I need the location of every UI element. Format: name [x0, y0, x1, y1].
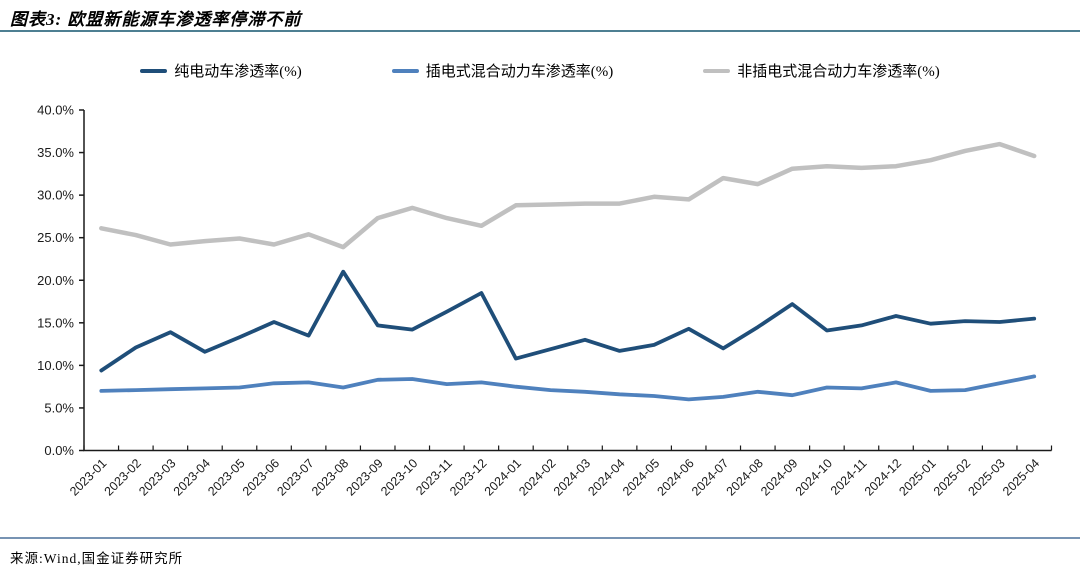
x-axis-label: 2023-11	[413, 456, 455, 498]
series-line-bev	[99, 269, 1037, 373]
x-axis-label: 2024-11	[828, 456, 870, 498]
y-axis-label: 5.0%	[44, 400, 74, 415]
legend-item-hev: 非插电式混合动力车渗透率(%)	[703, 60, 940, 81]
y-axis-label: 40.0%	[37, 103, 74, 118]
series-line-phev	[99, 374, 1037, 402]
x-axis-label: 2025-03	[965, 456, 1007, 498]
legend-line-swatch-hev	[703, 68, 731, 73]
x-axis-label: 2024-04	[585, 456, 627, 498]
x-axis-label: 2025-04	[1000, 456, 1042, 498]
x-axis-label: 2024-02	[516, 456, 558, 498]
axes-line	[83, 110, 1052, 452]
series-line-hev	[99, 141, 1037, 250]
x-axis-label: 2023-10	[378, 456, 420, 498]
x-axis-label: 2023-08	[309, 456, 351, 498]
x-axis-label: 2024-07	[689, 456, 731, 498]
footer-divider	[0, 537, 1080, 539]
legend-item-bev: 纯电动车渗透率(%)	[140, 60, 302, 81]
x-axis-label: 2024-01	[482, 456, 524, 498]
x-axis-label: 2023-09	[343, 456, 385, 498]
x-axis-label: 2024-12	[862, 456, 904, 498]
legend-item-phev: 插电式混合动力车渗透率(%)	[391, 60, 614, 81]
x-axis-label: 2024-06	[654, 456, 696, 498]
y-axis-label: 30.0%	[37, 188, 74, 203]
x-axis-label: 2024-09	[758, 456, 800, 498]
x-axis-label: 2023-04	[171, 456, 213, 498]
x-axis-label: 2024-08	[724, 456, 766, 498]
y-axis-label: 35.0%	[37, 145, 74, 160]
legend-label-phev: 插电式混合动力车渗透率(%)	[425, 64, 614, 80]
chart-title: 图表3: 欧盟新能源车渗透率停滞不前	[10, 10, 302, 29]
x-axis-label: 2023-06	[240, 456, 282, 498]
y-axis-label: 25.0%	[37, 230, 74, 245]
y-axis-label: 10.0%	[37, 358, 74, 373]
legend-label-bev: 纯电动车渗透率(%)	[174, 64, 302, 80]
y-axis-label: 0.0%	[44, 443, 74, 458]
x-axis-label: 2024-03	[551, 456, 593, 498]
x-axis-label: 2023-12	[447, 456, 489, 498]
x-axis-label: 2025-01	[896, 456, 938, 498]
x-axis-label: 2025-02	[931, 456, 973, 498]
source-note: 来源:Wind,国金证券研究所	[10, 551, 184, 566]
legend-line-swatch-bev	[140, 68, 168, 73]
x-axis-label: 2023-07	[274, 456, 316, 498]
y-axis-label: 20.0%	[37, 273, 74, 288]
x-axis-label: 2023-05	[205, 456, 247, 498]
x-axis-label: 2023-01	[67, 456, 109, 498]
x-axis-label: 2023-02	[102, 456, 144, 498]
y-axis-label: 15.0%	[37, 315, 74, 330]
title-divider	[0, 30, 1080, 32]
legend-line-swatch-phev	[391, 68, 419, 73]
x-axis-label: 2023-03	[136, 456, 178, 498]
legend-label-hev: 非插电式混合动力车渗透率(%)	[737, 64, 940, 80]
x-axis-label: 2024-10	[793, 456, 835, 498]
chart-legend: 纯电动车渗透率(%) 插电式混合动力车渗透率(%) 非插电式混合动力车渗透率(%)	[0, 60, 1080, 81]
x-axis-label: 2024-05	[620, 456, 662, 498]
